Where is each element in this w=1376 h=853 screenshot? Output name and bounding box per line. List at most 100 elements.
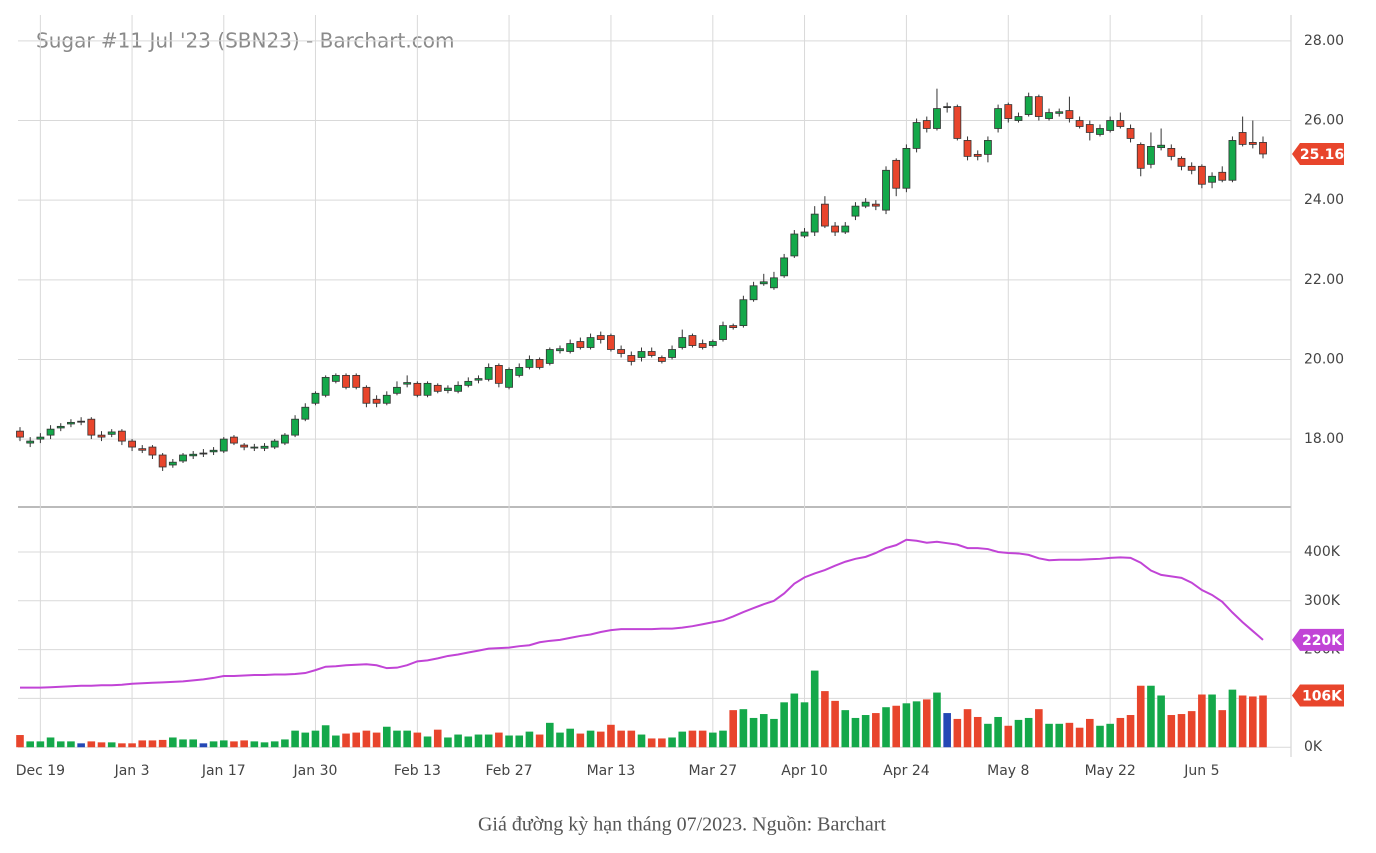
volume-bar <box>1157 695 1165 748</box>
candle-body <box>1259 142 1267 155</box>
candle-body <box>698 343 707 348</box>
candle-body <box>1248 142 1257 145</box>
candle-body <box>861 201 870 207</box>
volume-bar <box>831 700 839 748</box>
candle-body <box>922 120 931 129</box>
volume-bar <box>658 738 666 748</box>
candle-body <box>739 299 748 327</box>
volume-bar <box>118 743 126 748</box>
volume-bar <box>1208 694 1216 748</box>
candle-body <box>250 446 259 449</box>
candle-body <box>515 367 524 376</box>
candle-body <box>1096 128 1104 135</box>
volume-bar <box>535 734 544 748</box>
candle-body <box>179 454 187 462</box>
volume-bar <box>790 693 799 748</box>
candle-body <box>1045 112 1053 119</box>
volume-bar <box>912 701 921 748</box>
x-tick-label: Apr 24 <box>883 763 930 779</box>
volume-bar <box>495 732 503 748</box>
y-tick-label: 18.00 <box>1304 431 1344 447</box>
candle-body <box>759 281 768 285</box>
volume-bar <box>739 709 748 748</box>
x-tick-label: Mar 13 <box>587 763 636 779</box>
volume-bar <box>566 728 574 748</box>
y-tick-label: 20.00 <box>1304 351 1344 367</box>
candle-body <box>189 453 198 457</box>
candle-body <box>474 378 483 381</box>
volume-bar <box>158 739 167 748</box>
volume-bar <box>128 743 136 748</box>
candle-body <box>382 394 391 404</box>
open-interest-line <box>20 538 1264 689</box>
volume-bar <box>902 703 911 748</box>
volume-bar <box>1126 715 1135 748</box>
candle-body <box>209 449 218 453</box>
volume-bar <box>596 731 605 748</box>
candle-body <box>372 398 381 404</box>
volume-bar <box>515 735 524 748</box>
volume-bar <box>678 731 687 748</box>
y-tick-label: 26.00 <box>1304 113 1344 129</box>
candle-body <box>107 431 116 435</box>
volume-bar <box>576 733 585 748</box>
candle-body <box>882 169 890 211</box>
volume-bar <box>87 741 96 748</box>
volume-bar <box>780 702 788 748</box>
candle-body <box>1147 146 1155 165</box>
volume-bar <box>209 741 218 748</box>
candle-body <box>1228 140 1237 181</box>
volume-bar <box>984 723 992 748</box>
volume-bar <box>423 736 432 748</box>
candle-body <box>1187 165 1196 171</box>
candle-body <box>984 140 992 155</box>
volume-bar <box>219 740 228 748</box>
candle-body <box>138 448 147 451</box>
volume-tag-bg <box>1292 684 1344 707</box>
candle-body <box>423 382 432 396</box>
candle-body <box>67 421 75 425</box>
candle-body <box>973 153 982 157</box>
x-tick-label: Apr 10 <box>781 763 827 779</box>
volume-bar <box>668 737 676 748</box>
candle-body <box>97 434 106 438</box>
volume-bar <box>240 740 248 748</box>
candle-body <box>148 446 157 456</box>
y2-tick-label: 400K <box>1304 544 1341 560</box>
candle-body <box>1034 96 1043 117</box>
candle-body <box>46 428 55 436</box>
candle-body <box>668 349 676 358</box>
candle-body <box>647 351 656 356</box>
candle-body <box>994 108 1002 129</box>
volume-bar <box>474 734 483 748</box>
volume-bar <box>963 709 972 748</box>
candle-body <box>56 425 65 429</box>
candle-body <box>780 257 789 277</box>
volume-bar <box>1147 685 1155 748</box>
candle-body <box>219 438 228 452</box>
volume-bar <box>1065 722 1074 748</box>
volume-bar <box>851 717 860 748</box>
volume-bar <box>352 732 361 748</box>
candle-body <box>494 365 503 384</box>
volume-bar <box>922 699 931 748</box>
x-tick-label: May 8 <box>987 763 1029 779</box>
volume-bar <box>546 722 554 748</box>
candle-body <box>1075 120 1084 127</box>
volume-bar <box>454 734 462 748</box>
volume-bar <box>800 702 809 748</box>
volume-bar <box>943 713 951 748</box>
candle-body <box>790 233 799 257</box>
candle-body <box>525 359 534 368</box>
volume-bar <box>107 742 116 748</box>
volume-bar <box>525 731 534 748</box>
volume-bar <box>148 740 157 748</box>
volume-bar <box>1249 696 1257 748</box>
volume-bar <box>270 741 279 748</box>
volume-bar <box>729 710 737 748</box>
volume-bar <box>1055 723 1064 748</box>
x-tick-label: Feb 27 <box>486 763 533 779</box>
volume-bar <box>1136 685 1145 748</box>
candle-body <box>729 325 738 328</box>
volume-bar <box>413 732 422 748</box>
